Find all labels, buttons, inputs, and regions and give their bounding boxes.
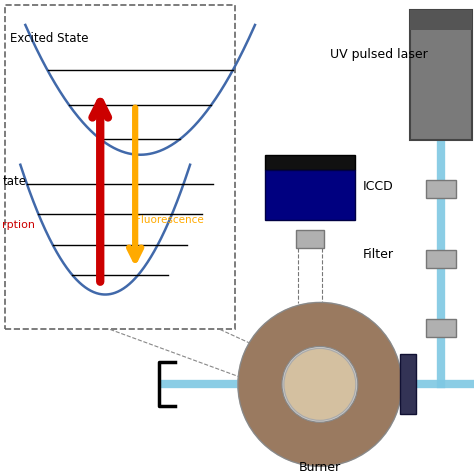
Text: Excited State: Excited State xyxy=(10,32,89,45)
Text: Filter: Filter xyxy=(363,248,394,261)
Text: Burner: Burner xyxy=(299,461,341,474)
Bar xyxy=(410,10,472,30)
Bar xyxy=(5,5,235,329)
Bar xyxy=(426,180,456,198)
Text: tate: tate xyxy=(2,175,27,188)
Text: Fluorescence: Fluorescence xyxy=(135,215,204,225)
Circle shape xyxy=(284,348,356,420)
Circle shape xyxy=(238,302,402,466)
Bar xyxy=(400,355,416,414)
Text: rption: rption xyxy=(2,219,36,229)
Bar xyxy=(296,229,324,247)
Text: ICCD: ICCD xyxy=(363,180,393,193)
Text: UV pulsed laser: UV pulsed laser xyxy=(330,48,428,62)
Bar xyxy=(265,170,355,219)
Wedge shape xyxy=(238,302,402,466)
Bar xyxy=(426,319,456,337)
Bar xyxy=(426,250,456,267)
Bar xyxy=(265,155,355,170)
Bar xyxy=(410,10,472,140)
